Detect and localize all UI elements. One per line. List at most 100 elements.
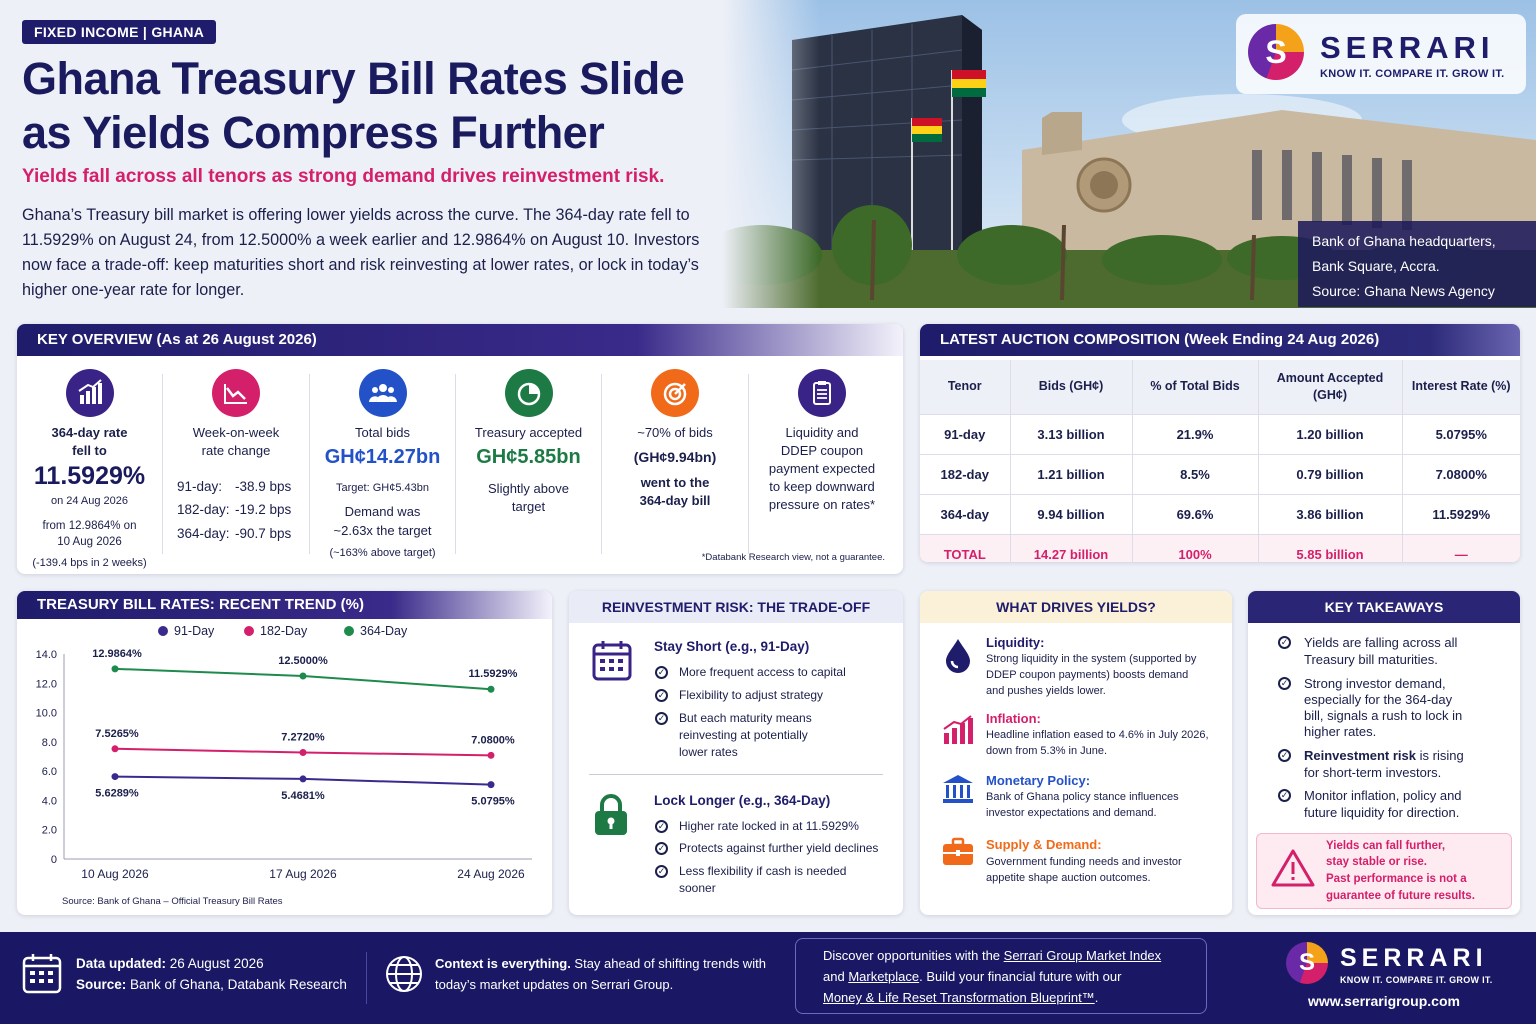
table-row: 182-day 1.21 billion 8.5% 0.79 billion 7.080…: [920, 453, 1520, 494]
data-label: 5.4681%: [281, 790, 325, 802]
takeaway-line: Reinvestment risk is rising: [1304, 748, 1464, 763]
driver-title: Supply & Demand:: [986, 837, 1102, 852]
pie-chart-icon: [504, 369, 553, 417]
trend-heading: TREASURY BILL RATES: RECENT TREND (%): [17, 591, 552, 619]
kpi-demand: ~2.63x the target: [333, 523, 432, 538]
y-tick-label: 6.0: [42, 766, 57, 778]
table-cell: 3.13 billion: [1010, 413, 1133, 454]
table-total-row: TOTAL 14.27 billion 100% 5.85 billion —: [920, 533, 1520, 562]
divider: [366, 952, 367, 1004]
check-icon: ✓: [655, 712, 668, 725]
bar-chart-up-icon: [65, 369, 114, 417]
title-line-2: as Yields Compress Further: [22, 107, 605, 158]
page-subtitle: Yields fall across all tenors as strong …: [22, 166, 665, 187]
data-label: 12.9864%: [92, 648, 142, 660]
kpi-from: from 12.9864% on: [42, 520, 137, 532]
footnote: *Databank Research view, not a guarantee…: [701, 552, 885, 563]
takeaway-line: future liquidity for direction.: [1304, 805, 1460, 820]
y-tick-label: 8.0: [42, 737, 57, 749]
x-tick-label: 24 Aug 2026: [457, 867, 525, 881]
x-tick-label: 10 Aug 2026: [81, 867, 149, 881]
blueprint-link[interactable]: Money & Life Reset Transformation Bluepr…: [823, 990, 1095, 1005]
check-icon: ✓: [1278, 749, 1291, 762]
driver-text: DDEP coupon payments) boosts demand: [986, 669, 1189, 681]
driver-text: Strong liquidity in the system (supporte…: [986, 653, 1197, 665]
y-tick-label: 4.0: [42, 795, 57, 807]
data-label: 7.2720%: [281, 732, 325, 744]
data-label: 11.5929%: [469, 668, 518, 680]
data-point: [299, 672, 307, 680]
list-item: Less flexibility if cash is needed: [679, 864, 847, 878]
kpi-value-accepted: GH¢5.85bn: [476, 446, 581, 468]
serrari-logo-top: SERRARI KNOW IT. COMPARE IT. GROW IT.: [1236, 14, 1526, 94]
data-label: 5.0795%: [471, 796, 515, 808]
table-cell: 8.5%: [1132, 453, 1259, 494]
table-cell: 182-day: [920, 453, 1011, 494]
data-point: [487, 685, 495, 693]
check-icon: ✓: [655, 842, 668, 855]
check-icon: ✓: [655, 865, 668, 878]
table-row: 91-day 3.13 billion 21.9% 1.20 billion 5.079…: [920, 413, 1520, 454]
marketplace-link[interactable]: Marketplace: [848, 969, 920, 984]
kpi-value-364-bids: (GH¢9.94bn): [633, 449, 717, 465]
driver-text: Bank of Ghana policy stance influences: [986, 791, 1179, 803]
website-link[interactable]: www.serrarigroup.com: [1308, 993, 1460, 1009]
kpi-week-on-week: Week-on-week rate change 91-day: -38.9 bp…: [163, 364, 309, 564]
takeaway-line: higher rates.: [1304, 724, 1377, 739]
drivers-heading: WHAT DRIVES YIELDS?: [920, 591, 1232, 623]
data-label: 12.5000%: [278, 655, 328, 667]
kpi-sub: target: [511, 499, 546, 514]
driver-text: appetite shape auction outcomes.: [986, 872, 1151, 884]
check-icon: ✓: [655, 666, 668, 679]
title-line-1: Ghana Treasury Bill Rates Slide: [22, 53, 685, 104]
takeaway-line: Strong investor demand,: [1304, 676, 1446, 691]
table-cell: TOTAL: [920, 533, 1011, 562]
kpi-target: Target: GH¢5.43bn: [336, 482, 429, 494]
driver-title: Monetary Policy:: [986, 773, 1091, 788]
table-cell: 91-day: [920, 413, 1011, 454]
takeaway-line: Monitor inflation, policy and: [1304, 788, 1462, 803]
promo-line-2: and Marketplace. Build your financial fu…: [823, 969, 1122, 984]
list-item: Protects against further yield declines: [679, 841, 879, 855]
market-index-link[interactable]: Serrari Group Market Index: [1003, 948, 1162, 963]
check-icon: ✓: [655, 820, 668, 833]
data-point: [299, 775, 307, 783]
key-overview-card: KEY OVERVIEW (As at 26 August 2026) 364-…: [17, 324, 903, 574]
serrari-mark-icon: [1248, 24, 1304, 80]
kpi-from-date: 10 Aug 2026: [57, 536, 122, 548]
y-tick-label: 2.0: [42, 825, 57, 837]
chart-source: Source: Bank of Ghana – Official Treasur…: [62, 896, 283, 907]
brand-tagline: KNOW IT. COMPARE IT. GROW IT.: [1320, 68, 1505, 80]
kpi-sub: 364-day bill: [639, 493, 711, 508]
driver-text: investor expectations and demand.: [986, 807, 1157, 819]
legend-label: 182-Day: [260, 624, 308, 638]
divider: [455, 374, 456, 554]
kpi-364-day-rate: 364-day rate fell to 11.5929% on 24 Aug …: [17, 364, 162, 569]
kpi-364-share: ~70% of bids (GH¢9.94bn) went to the 364…: [602, 364, 748, 564]
y-tick-label: 12.0: [36, 678, 57, 690]
data-label: 7.5265%: [95, 728, 139, 740]
table-cell: —: [1402, 533, 1520, 562]
kpi-treasury-accepted: Treasury accepted GH¢5.85bn Slightly abo…: [456, 364, 601, 564]
driver-text: Government funding needs and investor: [986, 856, 1182, 868]
briefcase-icon: [942, 837, 974, 872]
kpi-label: DDEP coupon: [780, 443, 864, 458]
takeaway-line: especially for the 364-day: [1304, 692, 1453, 707]
footer: Data updated: 26 August 2026 Source: Ban…: [0, 932, 1536, 1024]
warning-icon: [1271, 848, 1315, 893]
column-header: Tenor: [920, 360, 1011, 414]
stay-short-title: Stay Short (e.g., 91-Day): [654, 639, 810, 654]
promo-line-1: Discover opportunities with the Serrari …: [823, 948, 1162, 963]
kpi-sub: went to the: [640, 475, 710, 490]
drivers-card: WHAT DRIVES YIELDS? Liquidity: Strong li…: [920, 591, 1232, 915]
wow-row: 91-day: -38.9 bps: [177, 479, 292, 494]
data-point: [487, 781, 495, 789]
key-overview-heading: KEY OVERVIEW (As at 26 August 2026): [17, 324, 903, 356]
takeaway-line: bill, signals a rush to lock in: [1304, 708, 1463, 723]
table-cell: 1.20 billion: [1258, 413, 1403, 454]
table-cell: 100%: [1132, 533, 1259, 562]
calendar-icon: [591, 639, 633, 688]
list-item: But each maturity means: [679, 711, 812, 725]
list-item: More frequent access to capital: [679, 665, 846, 679]
kpi-label: Week-on-week: [192, 425, 280, 440]
